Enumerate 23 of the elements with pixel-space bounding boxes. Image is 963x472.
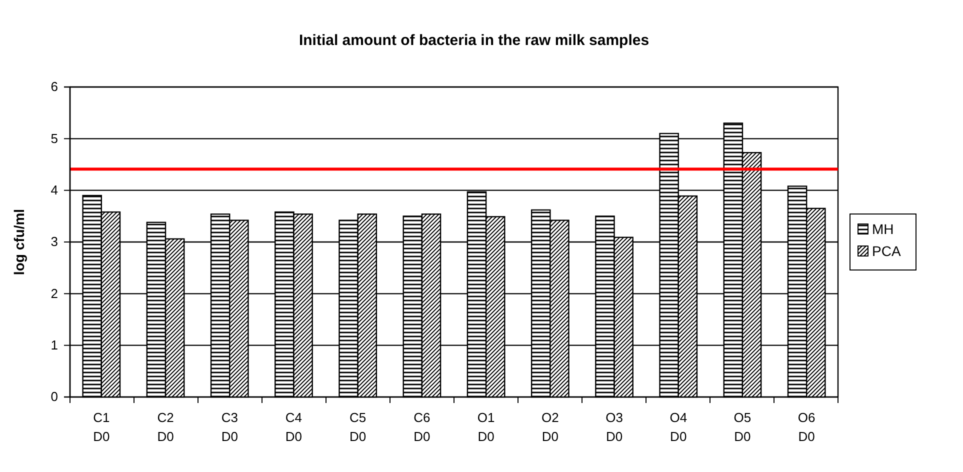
x-tick-label: C4 D0 bbox=[285, 410, 302, 444]
x-tick-label: C2 D0 bbox=[157, 410, 174, 444]
x-tick-label: C1 D0 bbox=[93, 410, 110, 444]
x-tick-label: O5 D0 bbox=[734, 410, 752, 444]
x-tick-label: C3 D0 bbox=[221, 410, 238, 444]
x-tick-label: C5 D0 bbox=[350, 410, 366, 444]
x-tick-label: O6 D0 bbox=[798, 410, 816, 444]
x-tick-label: C6 D0 bbox=[414, 410, 430, 444]
x-tick-label: O4 D0 bbox=[670, 410, 688, 444]
x-tick-label: O2 D0 bbox=[541, 410, 559, 444]
legend-label: PCA bbox=[872, 243, 902, 259]
x-tick-label: O1 D0 bbox=[477, 410, 495, 444]
y-tick-label: 3 bbox=[50, 234, 58, 250]
y-tick-label: 5 bbox=[50, 130, 58, 146]
y-tick-label: 6 bbox=[50, 79, 58, 94]
y-tick-label: 4 bbox=[50, 182, 58, 198]
legend-label: MH bbox=[872, 221, 894, 237]
y-tick-label: 2 bbox=[50, 286, 58, 301]
x-tick-label: O3 D0 bbox=[606, 410, 623, 444]
y-tick-label: 0 bbox=[50, 389, 58, 404]
y-tick-label: 1 bbox=[50, 337, 58, 352]
y-axis-title: log cfu/ml bbox=[11, 208, 27, 276]
chart-title: Initial amount of bacteria in the raw milk samples bbox=[298, 32, 650, 49]
